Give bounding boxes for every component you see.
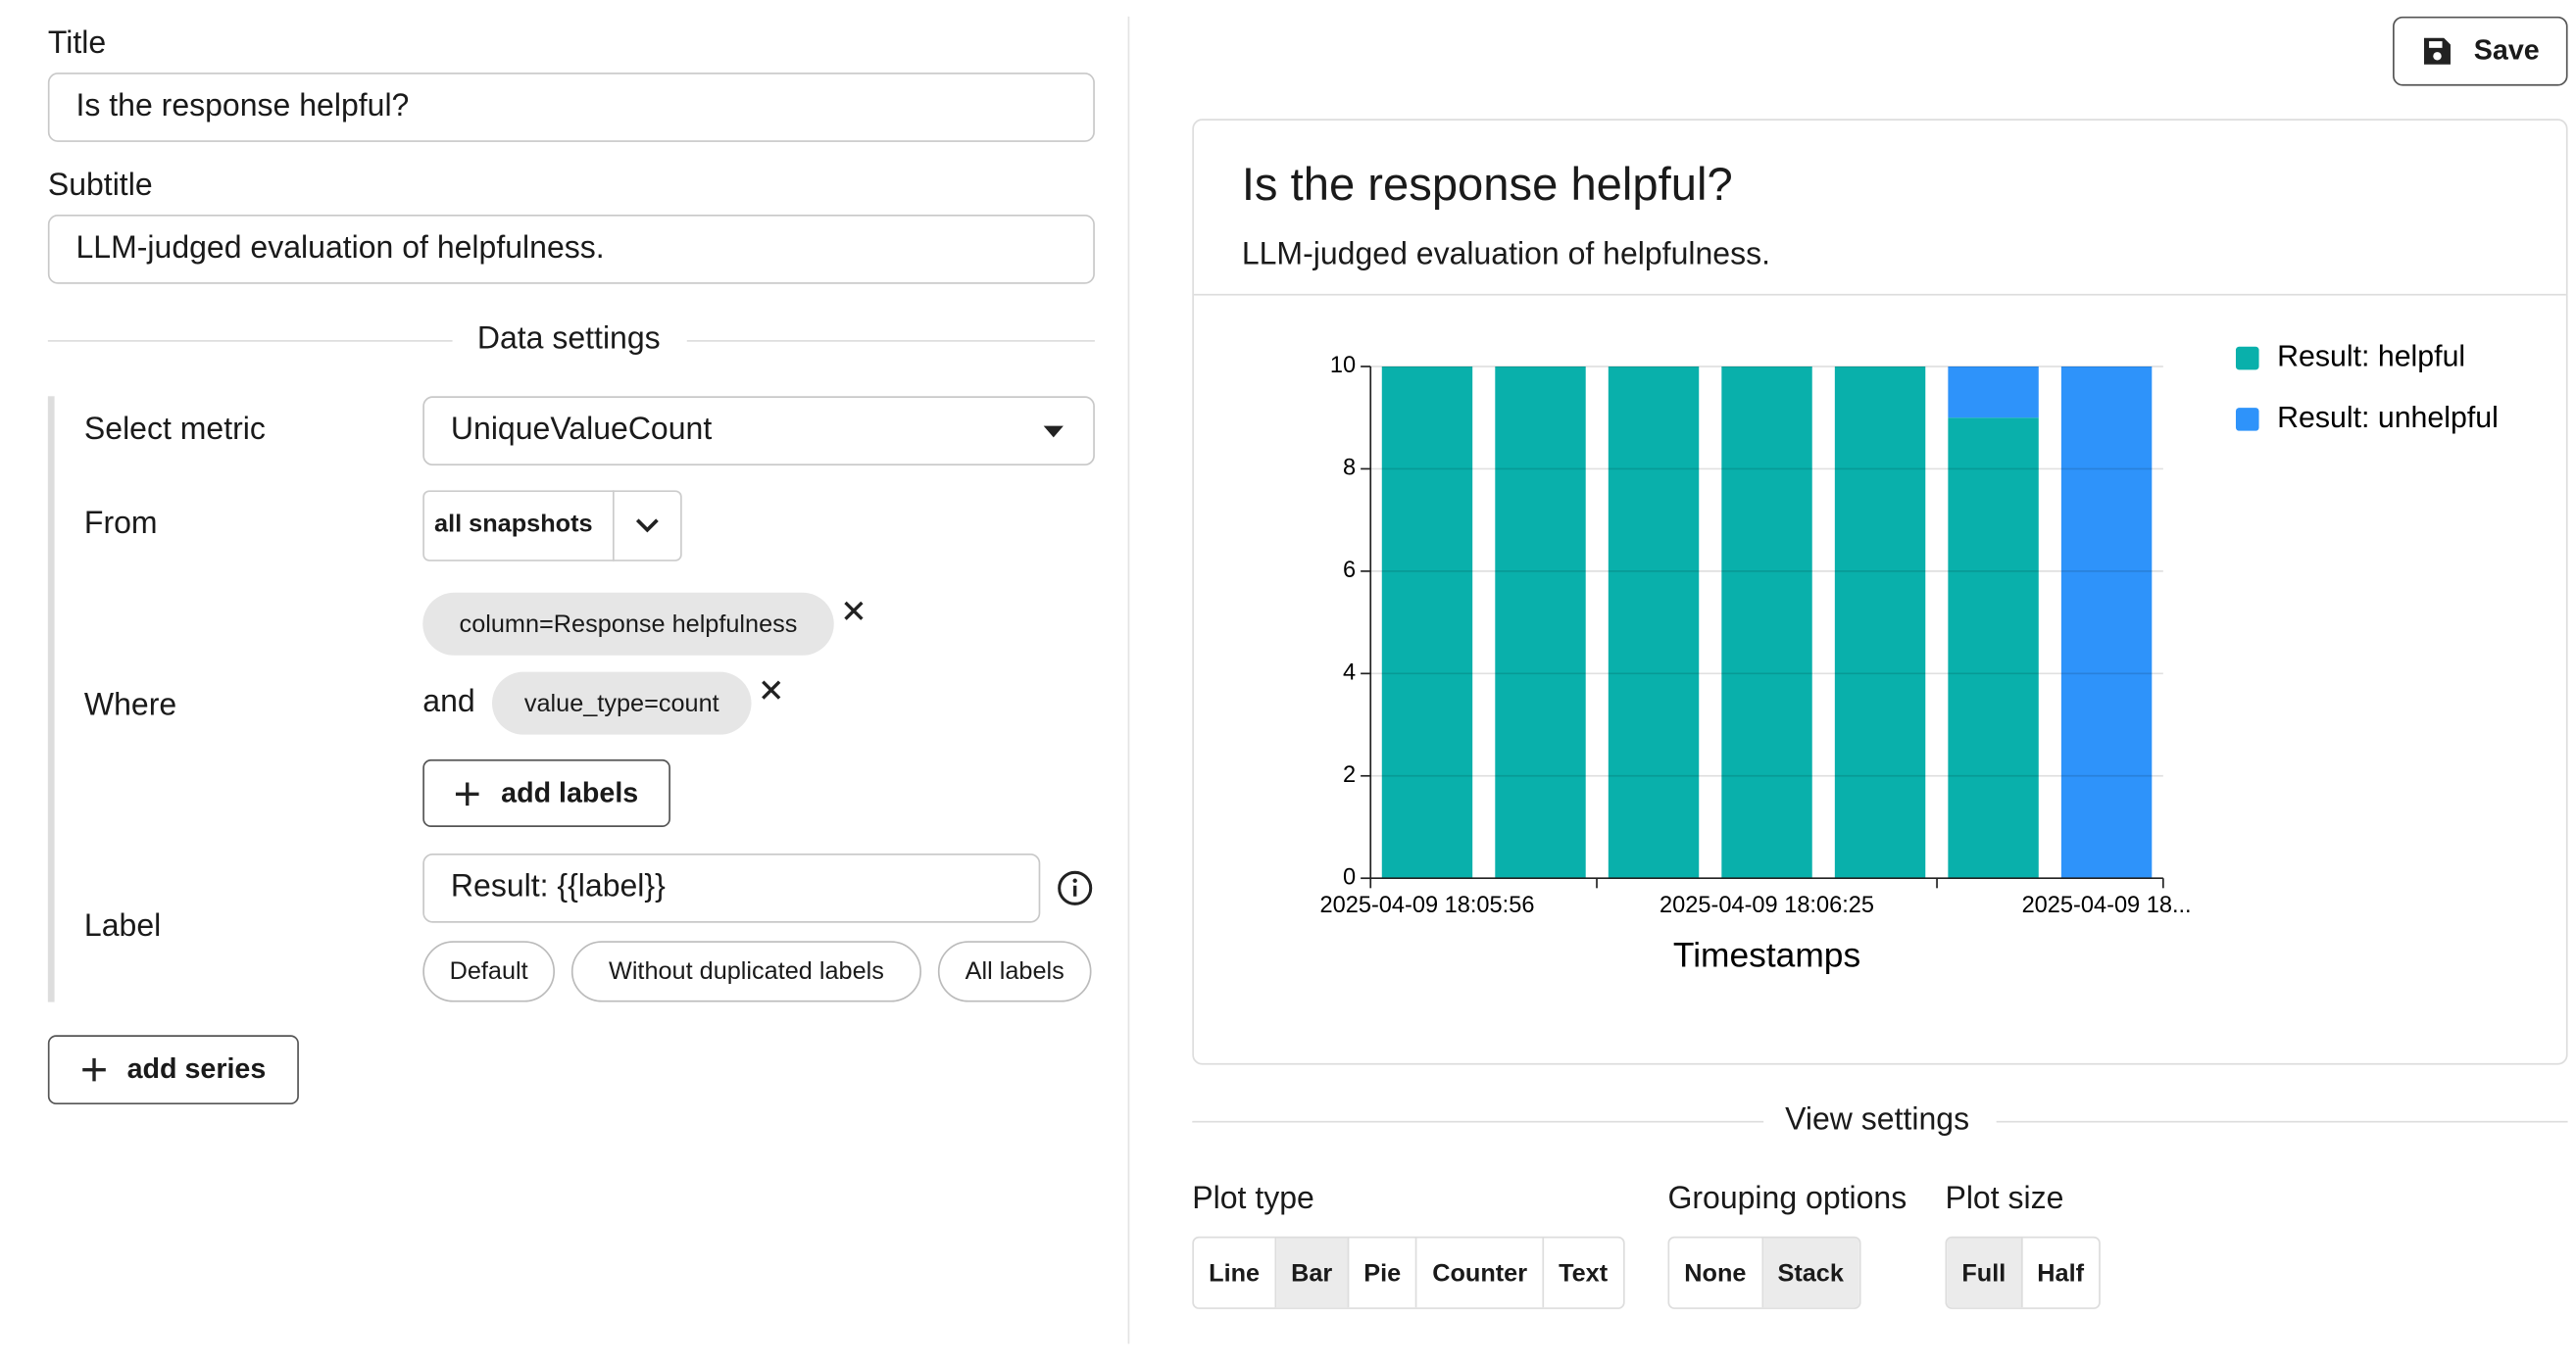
button-text: Save	[2473, 34, 2540, 67]
chevron[interactable]	[632, 513, 662, 537]
button-group: Full Half	[1945, 1236, 2101, 1309]
legend-label: Result: unhelpful	[2277, 402, 2499, 434]
toggle-button[interactable]: Stack	[1762, 1238, 1859, 1308]
bar-segment	[1721, 366, 1812, 879]
y-tick-label: 2	[1343, 761, 1356, 787]
add-labels-button[interactable]: add labels	[422, 758, 670, 827]
toggle-button[interactable]: Full	[1947, 1238, 2023, 1308]
caret	[1043, 425, 1064, 438]
field-label: Select metric	[83, 413, 266, 448]
preset-button[interactable]: Without duplicated labels	[570, 941, 922, 1002]
divider	[686, 340, 1095, 342]
and-text: and	[422, 685, 475, 720]
preset-button[interactable]: All labels	[937, 941, 1092, 1002]
label-chip: column=Response helpfulness	[422, 592, 834, 656]
field-label: Where	[83, 688, 177, 723]
text-input[interactable]: Result: {{label}}	[422, 853, 1041, 923]
toggle-button[interactable]: Bar	[1275, 1238, 1350, 1308]
divider	[1192, 1120, 1764, 1123]
bar-segment	[1948, 417, 2039, 879]
toggle-button[interactable]: Counter	[1417, 1238, 1544, 1308]
split-button[interactable]	[422, 490, 682, 562]
split-divider	[612, 490, 615, 562]
legend-swatch	[2235, 408, 2259, 431]
legend-swatch	[2235, 346, 2259, 370]
chart-subtitle: LLM-judged evaluation of helpfulness.	[1241, 237, 1771, 272]
y-tick-label: 10	[1330, 352, 1356, 377]
divider	[1996, 1120, 2568, 1123]
section-title: View settings	[1785, 1102, 1970, 1138]
label-chip: value_type=count	[492, 671, 752, 735]
section-title: Data settings	[476, 321, 661, 357]
toggle-button[interactable]: Pie	[1349, 1238, 1418, 1308]
button-group: None Stack	[1667, 1236, 1860, 1309]
button-text: add series	[126, 1052, 267, 1085]
toggle-button[interactable]: Line	[1194, 1238, 1276, 1308]
plus-icon	[82, 1057, 106, 1082]
add-series-button[interactable]: add series	[47, 1035, 299, 1105]
bar-segment	[1834, 366, 1926, 879]
field-label: From	[83, 507, 158, 542]
chart-card	[1192, 119, 2568, 1065]
save-icon	[2424, 37, 2452, 65]
y-tick-label: 4	[1343, 660, 1356, 685]
bar-segment	[1948, 366, 2039, 418]
select-value: UniqueValueCount	[450, 413, 713, 448]
save-button[interactable]: Save	[2393, 16, 2568, 86]
bar-segment	[1495, 366, 1586, 879]
panel-divider	[1127, 16, 1130, 1344]
group-label: Grouping options	[1667, 1182, 1907, 1217]
remove-icon[interactable]	[842, 600, 866, 623]
series-border	[47, 396, 55, 1002]
field-label: Subtitle	[47, 168, 153, 204]
group-label: Plot size	[1945, 1182, 2064, 1217]
y-tick-label: 6	[1343, 557, 1356, 582]
select[interactable]: UniqueValueCount	[422, 396, 1095, 466]
legend-label: Result: helpful	[2277, 341, 2465, 373]
chart-title: Is the response helpful?	[1241, 158, 1733, 210]
card-divider	[1193, 293, 2566, 296]
divider	[47, 340, 453, 342]
button-group: Line Bar Pie Counter Text	[1192, 1236, 1625, 1309]
toggle-button[interactable]: Text	[1559, 1258, 1609, 1288]
button-text: add labels	[501, 776, 639, 808]
field-label: Label	[83, 909, 162, 945]
group-label: Plot type	[1192, 1182, 1314, 1217]
plus-icon	[456, 781, 480, 806]
text-input[interactable]: LLM-judged evaluation of helpfulness.	[47, 214, 1095, 284]
info-icon[interactable]	[1057, 870, 1093, 906]
remove-icon[interactable]	[760, 678, 783, 702]
x-axis-title: Timestamps	[1673, 936, 1860, 974]
preset-button[interactable]: Default	[422, 941, 556, 1002]
bar-segment	[1608, 366, 1700, 879]
split-button-text: all snapshots	[434, 510, 593, 539]
toggle-button[interactable]: None	[1669, 1238, 1763, 1308]
y-tick-label: 8	[1343, 455, 1356, 480]
x-tick-label: 2025-04-09 18:06:25	[1660, 892, 1874, 917]
x-tick-label: 2025-04-09 18...	[2022, 892, 2192, 917]
text-input[interactable]: Is the response helpful?	[47, 73, 1095, 142]
field-label: Title	[47, 25, 107, 62]
y-tick-label: 0	[1343, 863, 1356, 889]
x-tick-label: 2025-04-09 18:05:56	[1320, 892, 1535, 917]
bar-segment	[1381, 366, 1473, 879]
toggle-button[interactable]: Half	[2037, 1258, 2085, 1288]
bar-segment	[2060, 366, 2153, 879]
